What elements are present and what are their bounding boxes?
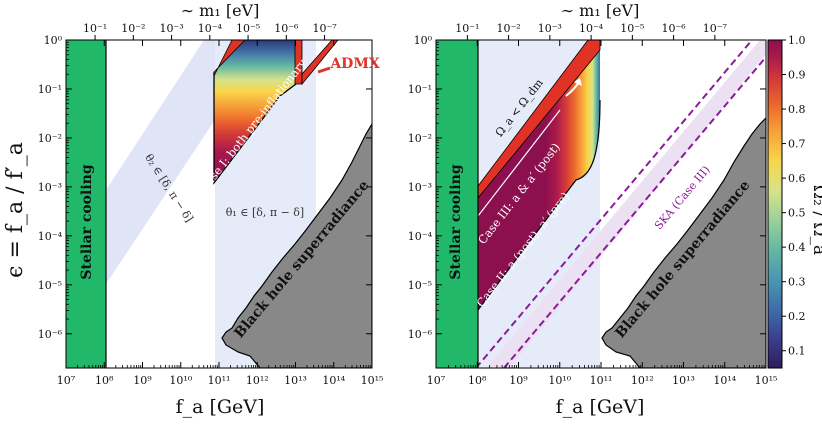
- stellar-cooling-region-left: [66, 40, 106, 368]
- axes-ticks: 10⁷ 10⁸ 10⁹ 10¹⁰ 10¹¹ 10¹² 10¹³ 10¹⁴ 10¹⁵ 10⁻⁶ 10⁻…: [38, 22, 778, 387]
- admx-arrow: [317, 66, 331, 74]
- left-x-axis-label: f_a [GeV]: [176, 396, 265, 418]
- colorbar-tick-label: 0.9: [788, 69, 806, 82]
- left-y-tick-label: 10⁻⁴: [38, 230, 63, 243]
- case1-boundary: [213, 72, 297, 185]
- superradiance-region-right: [601, 117, 766, 368]
- right-y-tick-label: 10⁰: [414, 34, 433, 47]
- case1-region: [214, 40, 296, 183]
- left-x-tick-label: 10¹¹: [208, 374, 231, 387]
- left-y-tick-label: 10⁰: [44, 34, 63, 47]
- colorbar-tick-label: 0.4: [788, 241, 806, 254]
- left-x-tick-label: 10⁸: [95, 374, 114, 387]
- theta1-label: θ₁ ∈ [δ, π − δ]: [226, 206, 304, 219]
- right-x-tick-label: 10¹⁴: [713, 374, 736, 387]
- colorbar: [767, 39, 783, 369]
- right-top-tick-label: 10⁻²: [496, 22, 520, 35]
- right-top-axis-label: ∼ m₁ [eV]: [561, 1, 640, 20]
- case-divider: [477, 109, 561, 217]
- left-y-tick-label: 10⁻¹: [38, 83, 62, 96]
- admx-strip-left: [213, 40, 246, 77]
- right-y-tick-label: 10⁻³: [408, 181, 432, 194]
- ska-line-upper: [475, 40, 753, 368]
- left-x-tick-label: 10¹⁵: [361, 374, 384, 387]
- left-y-tick-label: 10⁻²: [38, 132, 62, 145]
- right-top-tick-label: 10⁻⁵: [620, 22, 644, 35]
- left-stellar-cooling-label: Stellar cooling: [79, 164, 95, 279]
- right-y-tick-label: 10⁻⁴: [408, 230, 433, 243]
- right-top-tick-label: 10⁻⁴: [579, 22, 604, 35]
- colorbar-tick-label: 0.7: [788, 138, 806, 151]
- right-top-tick-label: 10⁻⁷: [703, 22, 728, 35]
- colorbar-tick-label: 0.2: [788, 310, 806, 323]
- colorbar-ticks: 0.1 0.2 0.3 0.4 0.5 0.6 0.7 0.8 0.9 1.0: [782, 34, 806, 358]
- left-x-tick-label: 10¹³: [284, 374, 307, 387]
- right-stellar-cooling-label: Stellar cooling: [448, 164, 464, 279]
- left-x-tick-label: 10⁷: [57, 374, 76, 387]
- colorbar-tick-label: 0.5: [788, 207, 806, 220]
- left-y-tick-label: 10⁻⁶: [38, 328, 63, 341]
- left-top-tick-label: 10⁻³: [159, 22, 183, 35]
- left-top-tick-label: 10⁻⁷: [312, 22, 337, 35]
- right-arrow-head: [574, 78, 582, 86]
- y-axis-label: ϵ = f_a / f′_a: [3, 142, 28, 278]
- right-top-tick-label: 10⁻³: [538, 22, 562, 35]
- left-x-tick-label: 10⁹: [133, 374, 152, 387]
- left-top-tick-label: 10⁻⁶: [274, 22, 299, 35]
- right-x-tick-label: 10⁹: [509, 374, 528, 387]
- right-top-tick-label: 10⁻⁶: [661, 22, 686, 35]
- left-top-axis-label: ∼ m₁ [eV]: [181, 1, 260, 20]
- ska-line-lower: [503, 56, 766, 368]
- right-y-tick-label: 10⁻²: [408, 132, 432, 145]
- right-y-tick-label: 10⁻¹: [408, 83, 432, 96]
- left-top-tick-label: 10⁻²: [121, 22, 145, 35]
- right-x-tick-label: 10¹⁰: [548, 374, 571, 387]
- right-x-tick-label: 10¹²: [631, 374, 654, 387]
- case2-3-region: [478, 40, 600, 310]
- right-y-tick-label: 10⁻⁶: [408, 328, 433, 341]
- colorbar-label: Ω₂ / Ω_a: [809, 185, 822, 255]
- right-x-tick-label: 10⁸: [468, 374, 487, 387]
- left-y-tick-label: 10⁻⁵: [38, 279, 62, 292]
- left-y-tick-label: 10⁻³: [38, 181, 62, 194]
- colorbar-tick-label: 0.1: [788, 345, 806, 358]
- left-x-tick-label: 10¹⁰: [169, 374, 192, 387]
- right-top-tick-label: 10⁻¹: [455, 22, 479, 35]
- stellar-cooling-region-right: [436, 40, 478, 368]
- right-x-tick-label: 10¹³: [672, 374, 695, 387]
- left-x-tick-label: 10¹⁴: [322, 374, 345, 387]
- right-y-tick-label: 10⁻⁵: [408, 279, 432, 292]
- colorbar-tick-label: 0.6: [788, 172, 806, 185]
- ska-band: [486, 40, 766, 368]
- left-top-tick-label: 10⁻⁵: [236, 22, 260, 35]
- right-x-axis-label: f_a [GeV]: [556, 396, 645, 418]
- left-panel: [66, 40, 372, 368]
- right-x-tick-label: 10¹¹: [590, 374, 613, 387]
- right-x-tick-label: 10⁷: [427, 374, 446, 387]
- right-x-tick-label: 10¹⁵: [755, 374, 778, 387]
- left-top-tick-label: 10⁻¹: [83, 22, 107, 35]
- admx-label: ADMX: [329, 56, 380, 72]
- colorbar-tick-label: 0.8: [788, 103, 806, 116]
- left-x-tick-label: 10¹²: [246, 374, 269, 387]
- colorbar-tick-label: 0.3: [788, 276, 806, 289]
- colorbar-tick-label: 1.0: [788, 34, 806, 47]
- right-panel: [436, 40, 766, 368]
- left-top-tick-label: 10⁻⁴: [198, 22, 223, 35]
- superradiance-region-left: [221, 122, 372, 368]
- admx-strip-diagonal: [301, 40, 339, 86]
